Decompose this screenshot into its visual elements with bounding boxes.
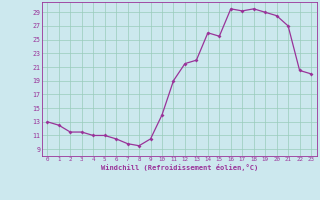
X-axis label: Windchill (Refroidissement éolien,°C): Windchill (Refroidissement éolien,°C)	[100, 164, 258, 171]
